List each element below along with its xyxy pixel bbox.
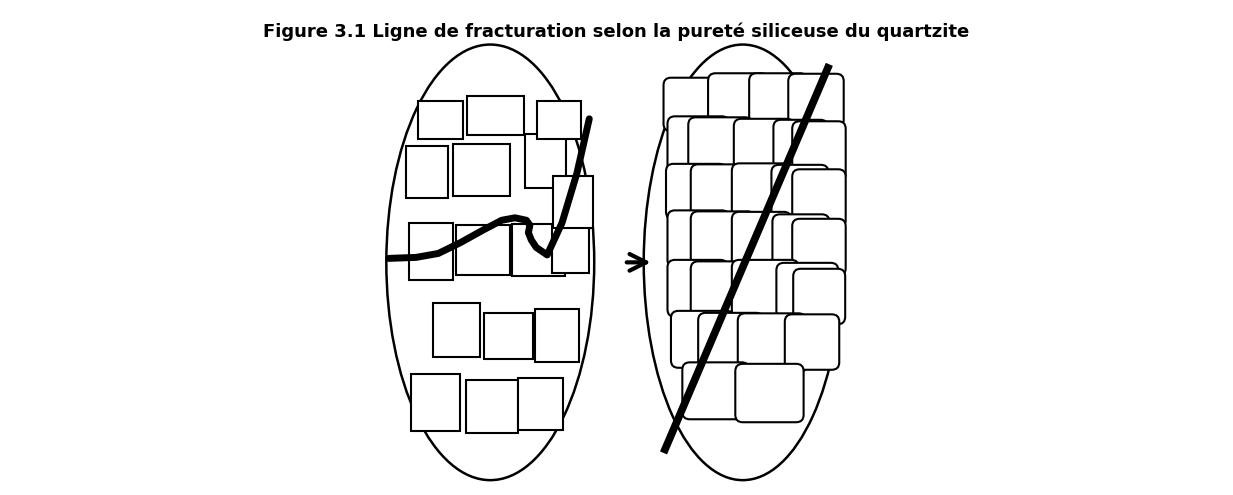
FancyBboxPatch shape (535, 309, 580, 362)
FancyBboxPatch shape (406, 146, 449, 198)
FancyBboxPatch shape (512, 224, 565, 276)
FancyBboxPatch shape (708, 73, 768, 129)
FancyBboxPatch shape (433, 303, 481, 357)
FancyBboxPatch shape (667, 116, 730, 172)
FancyBboxPatch shape (793, 219, 846, 276)
FancyBboxPatch shape (732, 212, 792, 269)
FancyBboxPatch shape (411, 374, 460, 431)
FancyBboxPatch shape (793, 269, 845, 324)
FancyBboxPatch shape (732, 260, 799, 319)
FancyBboxPatch shape (772, 214, 830, 270)
FancyBboxPatch shape (682, 362, 750, 419)
FancyBboxPatch shape (698, 313, 763, 371)
FancyBboxPatch shape (552, 225, 589, 273)
FancyBboxPatch shape (408, 223, 454, 280)
FancyBboxPatch shape (418, 101, 464, 139)
FancyBboxPatch shape (454, 144, 510, 196)
FancyBboxPatch shape (690, 211, 755, 270)
FancyBboxPatch shape (793, 169, 846, 228)
Text: Figure 3.1 Ligne de fracturation selon la pureté siliceuse du quartzite: Figure 3.1 Ligne de fracturation selon l… (264, 22, 969, 41)
FancyBboxPatch shape (466, 380, 518, 433)
FancyBboxPatch shape (538, 101, 581, 139)
FancyBboxPatch shape (690, 164, 755, 221)
FancyBboxPatch shape (525, 134, 566, 188)
FancyBboxPatch shape (671, 311, 735, 368)
FancyBboxPatch shape (734, 119, 794, 173)
FancyBboxPatch shape (667, 210, 730, 267)
FancyBboxPatch shape (772, 165, 829, 220)
FancyBboxPatch shape (663, 78, 727, 131)
FancyBboxPatch shape (735, 364, 804, 422)
FancyBboxPatch shape (773, 120, 827, 177)
FancyBboxPatch shape (518, 378, 563, 430)
FancyBboxPatch shape (737, 313, 806, 373)
FancyBboxPatch shape (777, 263, 838, 318)
FancyBboxPatch shape (788, 74, 843, 127)
FancyBboxPatch shape (784, 314, 840, 370)
FancyBboxPatch shape (666, 164, 726, 219)
FancyBboxPatch shape (456, 225, 510, 275)
FancyBboxPatch shape (688, 117, 752, 176)
FancyBboxPatch shape (732, 163, 792, 218)
FancyBboxPatch shape (690, 261, 755, 318)
FancyBboxPatch shape (750, 73, 808, 124)
FancyBboxPatch shape (793, 121, 846, 182)
FancyBboxPatch shape (667, 260, 727, 317)
FancyBboxPatch shape (554, 176, 593, 228)
FancyBboxPatch shape (485, 313, 533, 359)
FancyBboxPatch shape (467, 96, 524, 135)
